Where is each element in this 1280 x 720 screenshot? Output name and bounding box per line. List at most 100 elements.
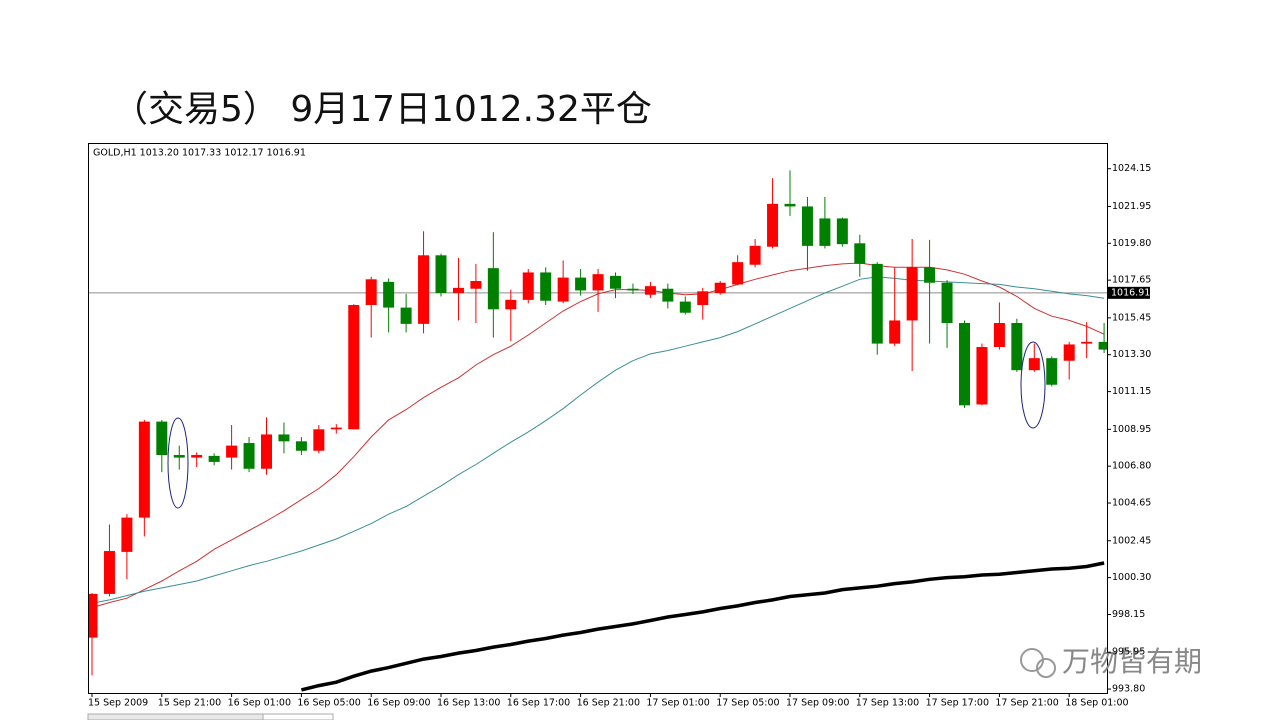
candle-body — [452, 287, 464, 294]
candle-body — [173, 455, 185, 458]
candle-body — [749, 245, 761, 265]
y-tick-label: 995.95 — [1112, 647, 1145, 658]
y-tick-label: 1000.30 — [1112, 572, 1151, 583]
candle-body — [767, 203, 779, 247]
candle-body — [400, 307, 412, 324]
y-tick-label: 1015.45 — [1112, 312, 1151, 323]
plot-frame — [88, 143, 1108, 694]
y-tick-label: 1017.65 — [1112, 275, 1151, 286]
candle-body — [592, 274, 604, 291]
candle-body — [540, 272, 552, 301]
highlight-ellipse — [167, 417, 189, 509]
watermark-icon — [1020, 648, 1056, 678]
x-tick-label: 17 Sep 21:00 — [995, 698, 1058, 709]
candle-body — [1011, 323, 1023, 371]
candle-body — [261, 434, 272, 469]
x-tick-label: 15 Sep 21:00 — [158, 698, 221, 709]
candle-body — [156, 421, 168, 456]
y-tick-label: 1024.15 — [1112, 163, 1151, 174]
watermark: 万物皆有期 — [1062, 645, 1202, 678]
candle-body — [644, 286, 656, 295]
candle-body — [278, 434, 290, 442]
candle-body — [575, 277, 587, 291]
x-tick-label: 17 Sep 13:00 — [856, 698, 919, 709]
x-tick-label: 18 Sep 01:00 — [1065, 698, 1128, 709]
candle-body — [1098, 341, 1107, 350]
x-tick-label: 16 Sep 05:00 — [297, 698, 360, 709]
candle-body — [1063, 344, 1075, 361]
candle-body — [505, 299, 517, 310]
candle-body — [243, 443, 255, 469]
x-tick-label: 16 Sep 09:00 — [367, 698, 430, 709]
candle-body — [871, 263, 883, 344]
candle-body — [959, 323, 970, 406]
candle-body — [313, 429, 325, 451]
candle-body — [383, 281, 395, 308]
candle-body — [522, 272, 534, 300]
candle-body — [1081, 341, 1093, 344]
candle-body — [906, 267, 918, 321]
candle-body — [819, 218, 831, 246]
candle-body — [470, 281, 482, 289]
y-tick-label: 1011.15 — [1112, 386, 1151, 397]
candle-body — [889, 320, 901, 344]
candle-body — [208, 455, 220, 462]
x-tick-label: 17 Sep 17:00 — [926, 698, 989, 709]
current-price-label: 1016.91 — [1111, 287, 1150, 298]
candle-body — [138, 421, 150, 518]
candle-body — [1028, 358, 1040, 371]
plot-area — [89, 170, 1107, 692]
candle-body — [1046, 358, 1058, 385]
candle-body — [662, 288, 674, 302]
candle-body — [924, 267, 936, 283]
candle-body — [89, 593, 98, 638]
y-tick-label: 1019.80 — [1112, 238, 1151, 249]
candle-body — [191, 455, 203, 458]
candle-body — [226, 445, 238, 458]
candle-body — [330, 427, 342, 430]
candle-body — [610, 275, 621, 289]
y-tick-label: 1006.80 — [1112, 461, 1151, 472]
candle-body — [976, 347, 988, 405]
x-tick-label: 17 Sep 09:00 — [786, 698, 849, 709]
y-tick-label: 998.15 — [1112, 609, 1145, 620]
y-tick-label: 1002.45 — [1112, 535, 1151, 546]
y-tick-label: 1004.65 — [1112, 498, 1151, 509]
y-tick-label: 1021.95 — [1112, 201, 1151, 212]
candle-body — [732, 262, 744, 285]
highlight-ellipse — [1020, 341, 1046, 429]
candle-body — [365, 279, 377, 306]
candle-body — [836, 218, 848, 245]
tab-strip — [262, 713, 334, 720]
candle-body — [697, 291, 709, 306]
candle-body — [784, 203, 796, 207]
candle-body — [993, 323, 1005, 348]
y-tick-label: 993.80 — [1112, 684, 1145, 695]
candle-body — [103, 551, 115, 594]
candle-body — [418, 255, 430, 324]
y-tick-label: 1013.30 — [1112, 349, 1151, 360]
ma-line — [300, 561, 1105, 692]
symbol-header: GOLD,H1 1013.20 1017.33 1012.17 1016.91 — [93, 148, 306, 159]
candle-body — [714, 282, 726, 294]
candle-body — [801, 206, 813, 246]
candle-body — [295, 441, 307, 451]
candle-body — [557, 277, 569, 302]
page-title: （交易5） 9月17日1012.32平仓 — [112, 89, 652, 130]
current-price-box — [1108, 286, 1150, 299]
x-tick-label: 17 Sep 01:00 — [646, 698, 709, 709]
x-tick-label: 16 Sep 13:00 — [437, 698, 500, 709]
tab-strip — [87, 713, 264, 720]
candle-body — [348, 305, 360, 430]
x-tick-label: 16 Sep 17:00 — [507, 698, 570, 709]
candle-body — [121, 517, 133, 552]
candle-body — [435, 255, 447, 294]
x-tick-label: 15 Sep 2009 — [88, 698, 148, 709]
candle-body — [941, 282, 953, 324]
candle-body — [627, 288, 639, 291]
candle-body — [679, 301, 691, 313]
x-tick-label: 16 Sep 21:00 — [577, 698, 640, 709]
y-tick-label: 1008.95 — [1112, 424, 1151, 435]
